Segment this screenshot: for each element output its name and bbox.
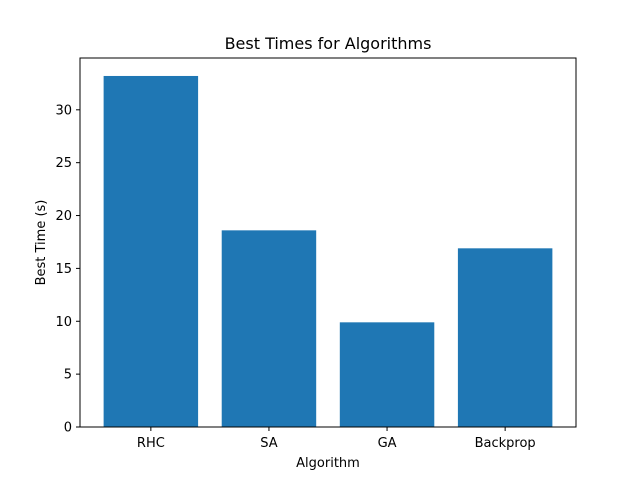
bar-rhc	[103, 75, 199, 427]
x-tick-label: RHC	[137, 436, 165, 451]
chart-title: Best Times for Algorithms	[225, 34, 432, 53]
x-tick-label: Backprop	[475, 436, 536, 451]
bar-backprop	[457, 248, 553, 427]
x-tick-label: GA	[378, 436, 397, 451]
x-axis-label: Algorithm	[296, 456, 360, 471]
x-tick-label: SA	[260, 436, 277, 451]
bars-group	[103, 75, 553, 427]
y-tick-label: 25	[55, 156, 72, 171]
x-axis-ticks: RHC SA GA Backprop	[137, 427, 536, 451]
y-tick-label: 30	[55, 103, 72, 118]
bar-sa	[221, 230, 317, 427]
y-tick-label: 5	[64, 368, 72, 383]
y-axis-label: Best Time (s)	[34, 200, 49, 286]
axes-frame	[79, 57, 577, 428]
y-tick-label: 10	[55, 315, 72, 330]
y-tick-label: 0	[64, 421, 72, 436]
y-tick-label: 20	[55, 209, 72, 224]
bar-ga	[339, 322, 435, 427]
y-tick-label: 15	[55, 262, 72, 277]
y-axis-ticks: 0 5 10 15 20 25 30	[55, 103, 80, 436]
